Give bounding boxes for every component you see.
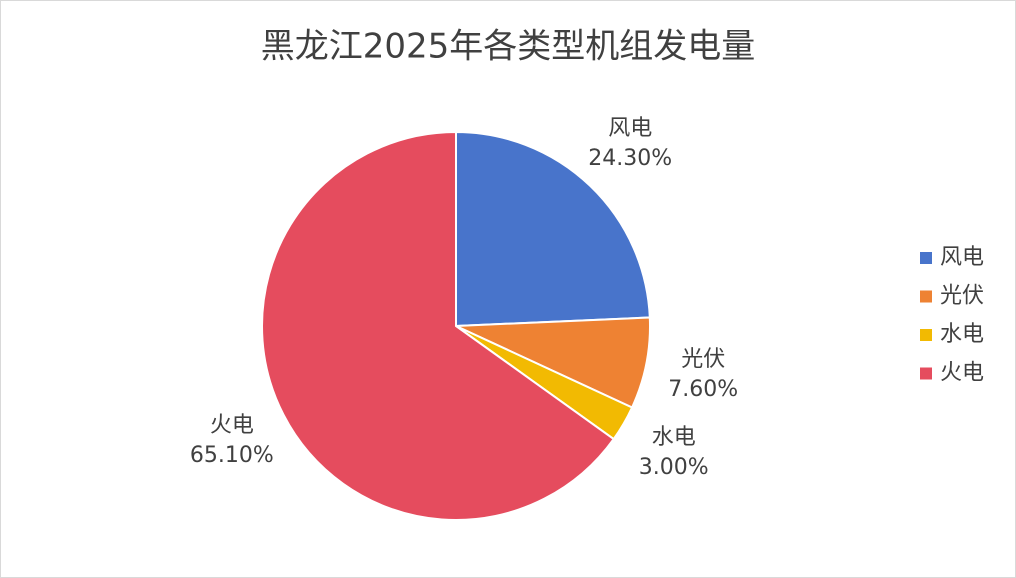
pie-slice <box>455 130 651 328</box>
data-label-name: 水电 <box>652 425 696 450</box>
data-label-value: 65.10% <box>190 443 274 468</box>
pie-slice <box>261 130 616 521</box>
data-label-value: 7.60% <box>668 377 738 402</box>
legend-swatch <box>920 367 932 380</box>
chart-title: 黑龙江2025年各类型机组发电量 <box>261 27 756 67</box>
data-label-name: 风电 <box>608 116 652 141</box>
data-label-value: 3.00% <box>639 455 709 480</box>
data-label-name: 火电 <box>210 413 254 438</box>
data-label-value: 24.30% <box>588 146 672 171</box>
legend-label: 光伏 <box>940 284 984 309</box>
legend-label: 火电 <box>940 361 984 386</box>
data-label-name: 光伏 <box>681 347 725 372</box>
legend-label: 风电 <box>940 245 984 270</box>
legend-swatch <box>920 290 932 303</box>
legend-swatch <box>920 252 932 264</box>
legend-swatch <box>920 329 932 341</box>
legend-label: 水电 <box>940 322 984 347</box>
